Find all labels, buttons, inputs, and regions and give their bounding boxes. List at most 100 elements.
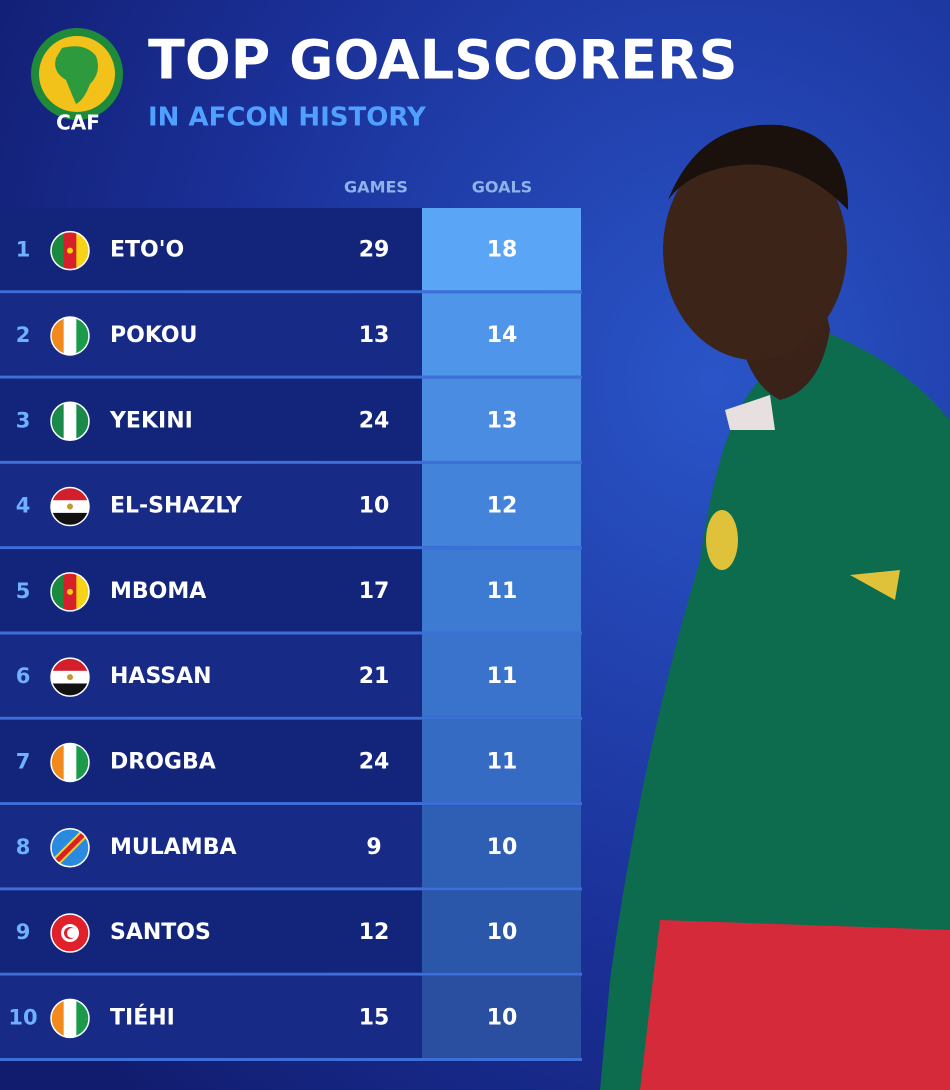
flag-group <box>50 230 90 271</box>
table-row: 8 MULAMBA 9 10 <box>0 805 582 891</box>
flag-crescent-cut <box>67 928 77 939</box>
flag-stripe <box>63 999 77 1038</box>
row-accent <box>0 375 582 379</box>
flag-group <box>50 998 90 1039</box>
subtitle: IN AFCON HISTORY <box>148 103 427 133</box>
rank: 9 <box>16 920 31 944</box>
goals: 10 <box>487 835 518 860</box>
rank: 8 <box>16 835 31 859</box>
flag-ring <box>50 828 90 868</box>
player-name: ETO'O <box>110 238 184 263</box>
table-row: 5 MBOMA 17 11 <box>0 549 582 635</box>
goals: 14 <box>487 323 518 348</box>
games: 17 <box>359 579 390 604</box>
flag-group <box>50 316 90 356</box>
goals: 10 <box>487 1005 518 1030</box>
rank: 2 <box>16 323 31 347</box>
goals-cell <box>422 719 581 803</box>
player-name: HASSAN <box>110 664 212 689</box>
rank: 1 <box>16 238 31 262</box>
goals-cell <box>422 634 581 717</box>
games: 13 <box>359 323 390 348</box>
goals-cell <box>422 208 581 291</box>
column-header: GOALS <box>472 178 532 197</box>
table-row: 4 EL-SHAZLY 10 12 <box>0 463 582 550</box>
player-name: DROGBA <box>110 749 216 774</box>
column-header: GAMES <box>344 178 408 197</box>
goals-cell <box>422 378 581 461</box>
flag-group <box>50 572 90 612</box>
goals: 18 <box>487 238 518 263</box>
flag-star <box>67 588 73 595</box>
row-accent <box>0 460 582 464</box>
player-name: MULAMBA <box>110 835 237 860</box>
flag-ring <box>50 657 90 697</box>
row-accent <box>0 1058 582 1061</box>
flag-stripe <box>63 316 77 355</box>
row-accent <box>0 887 582 891</box>
table-row: 10 TIÉHI 15 10 <box>0 975 582 1061</box>
goals: 10 <box>487 920 518 945</box>
flag-ring <box>50 913 90 953</box>
goals: 11 <box>487 579 518 604</box>
rank: 5 <box>16 579 31 603</box>
goals-cell <box>422 293 581 376</box>
rank: 6 <box>16 664 31 688</box>
player-name: YEKINI <box>109 408 193 433</box>
table-row: 2 POKOU 13 14 <box>0 293 582 379</box>
flag <box>51 828 89 867</box>
goals-cell <box>422 890 581 973</box>
rank: 7 <box>16 749 31 773</box>
player-photo <box>600 124 950 1090</box>
flag-stripe <box>63 743 77 782</box>
row-accent <box>0 290 582 294</box>
flag-ring <box>50 316 90 356</box>
rank: 10 <box>8 1005 37 1029</box>
flag <box>51 914 89 953</box>
row-accent <box>0 716 582 720</box>
flag-ring <box>50 742 90 783</box>
caf-logo: CAF <box>31 28 123 135</box>
logo-text: CAF <box>56 111 100 135</box>
goals-cell <box>422 975 581 1058</box>
goals: 13 <box>487 408 518 433</box>
games: 12 <box>359 920 390 945</box>
flag-star <box>67 247 73 254</box>
player-name: EL-SHAZLY <box>110 494 243 519</box>
rank: 3 <box>16 408 31 432</box>
title: TOP GOALSCORERS <box>148 29 737 92</box>
flag-ring <box>50 230 90 271</box>
goals: 11 <box>487 749 518 774</box>
table-row: 9 SANTOS 12 10 <box>0 890 582 976</box>
player-name: POKOU <box>110 323 197 348</box>
flag-group <box>50 401 90 441</box>
goals-cell <box>422 549 581 632</box>
flag-band <box>51 828 89 867</box>
row-accent <box>0 546 582 550</box>
flag-emblem <box>67 674 73 681</box>
flag-ring <box>50 401 90 441</box>
games: 15 <box>359 1005 390 1030</box>
games: 24 <box>359 749 390 774</box>
table-row: 1 ETO'O 29 18 <box>0 208 582 294</box>
row-accent <box>0 972 582 976</box>
flag-ring <box>50 998 90 1039</box>
player-name: MBOMA <box>110 579 206 604</box>
table: 1 ETO'O 2 9 18 2 POKOU 13 14 3 YEKINI 24 13 4 EL-SHAZL… <box>0 208 582 1061</box>
games: 24 <box>359 408 390 433</box>
flag-group <box>50 486 90 527</box>
row-accent <box>0 802 582 806</box>
table-row: 6 HASSAN 21 11 <box>0 634 582 720</box>
goals: 11 <box>487 664 518 689</box>
games: 21 <box>359 664 390 689</box>
flag-group <box>50 828 90 868</box>
row-accent <box>0 631 582 635</box>
player-name: TIÉHI <box>110 1004 175 1030</box>
flag-group <box>50 742 90 783</box>
flag-ring <box>50 486 90 527</box>
rank: 4 <box>16 494 31 518</box>
flag-group <box>50 913 90 953</box>
goals-cell <box>422 805 581 888</box>
goals-cell <box>422 463 581 547</box>
